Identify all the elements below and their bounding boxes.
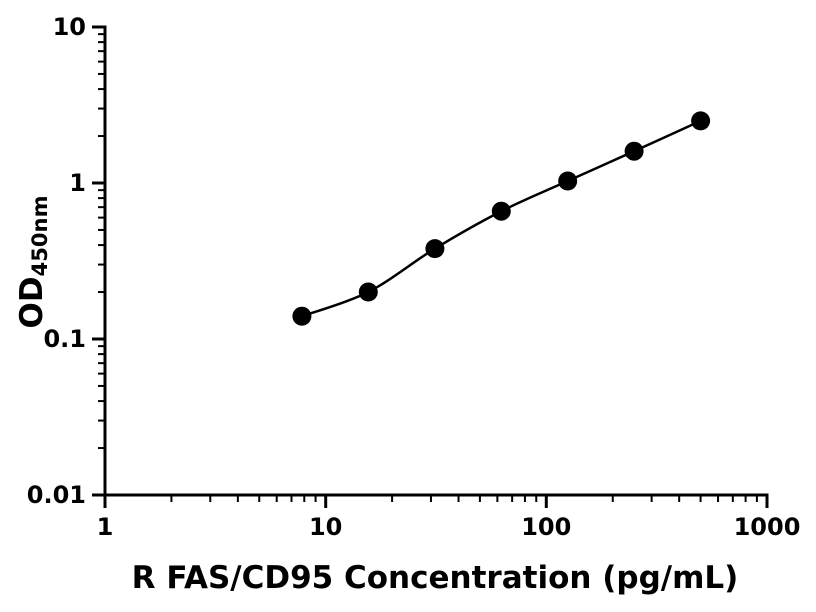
x-tick-label: 1000: [734, 513, 801, 541]
y-tick-label: 0.01: [27, 481, 86, 509]
data-point: [358, 282, 378, 302]
y-tick-label: 1: [69, 169, 86, 197]
x-axis-title: R FAS/CD95 Concentration (pg/mL): [131, 560, 739, 596]
data-point: [425, 239, 445, 259]
data-point: [558, 171, 578, 191]
y-tick-label: 0.1: [43, 325, 86, 353]
data-point: [624, 141, 644, 161]
data-point: [292, 306, 312, 326]
y-axis-title-main: OD: [14, 276, 51, 329]
data-point: [491, 201, 511, 221]
x-tick-label: 10: [309, 513, 342, 541]
x-tick-label: 100: [521, 513, 571, 541]
y-tick-label: 10: [53, 13, 86, 41]
y-axis-title: OD450nm: [14, 195, 52, 328]
data-point: [691, 111, 711, 131]
y-axis-title-sub: 450nm: [26, 195, 52, 277]
x-tick-label: 1: [97, 513, 114, 541]
